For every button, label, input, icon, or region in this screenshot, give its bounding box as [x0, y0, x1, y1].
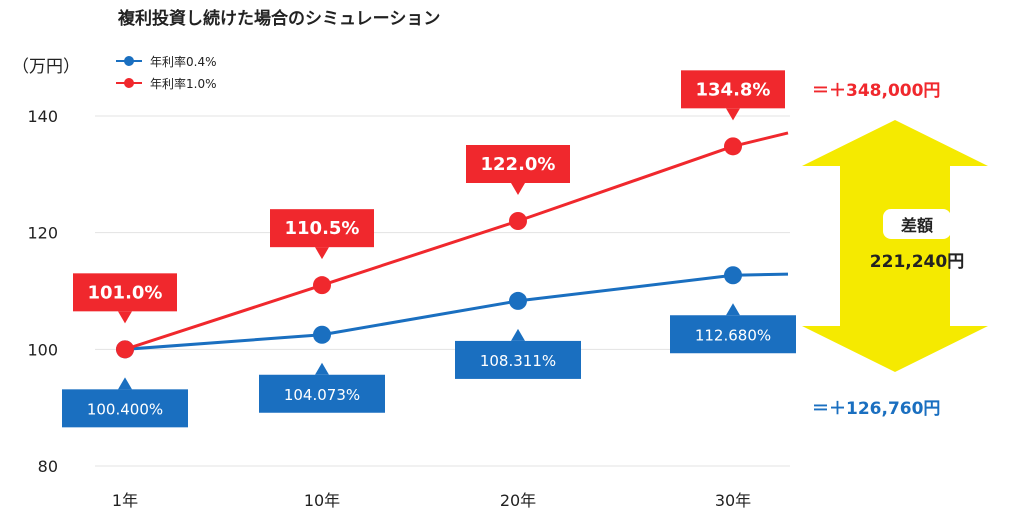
data-point: [509, 212, 527, 230]
data-label-box: [270, 209, 374, 248]
legend-item-red: 年利率1.0%: [116, 72, 217, 94]
difference-value: 221,240円: [869, 252, 965, 272]
difference-label: 差額: [882, 209, 951, 239]
red-total-text: ＝＋348,000円: [812, 81, 941, 101]
chart-title: 複利投資し続けた場合のシミュレーション: [118, 9, 441, 29]
difference-arrow-icon: [802, 120, 988, 372]
data-label: 112.680%: [695, 326, 771, 344]
difference-box: 差額 221,240円: [858, 203, 976, 289]
data-label-pointer-icon: [118, 311, 132, 324]
data-point: [313, 325, 331, 344]
data-point: [313, 276, 331, 295]
data-label-pointer-icon: [511, 328, 525, 341]
data-point: [509, 291, 527, 310]
data-label-pointer-icon: [315, 247, 329, 260]
x-tick-label: 20年: [500, 491, 536, 510]
data-label-box: [455, 340, 581, 379]
data-label-box: [62, 389, 188, 428]
y-axis-unit: （万円）: [12, 57, 80, 77]
legend-swatch-blue: [116, 55, 142, 67]
data-label: 104.073%: [284, 386, 360, 404]
data-point: [724, 137, 742, 156]
data-label: 100.400%: [87, 400, 163, 418]
data-point: [116, 340, 134, 359]
data-label: 134.8%: [696, 79, 771, 100]
legend: 年利率0.4% 年利率1.0%: [116, 50, 217, 94]
y-tick-label: 120: [27, 224, 58, 243]
data-label: 122.0%: [481, 154, 556, 175]
data-label-pointer-icon: [726, 108, 740, 121]
legend-label-blue: 年利率0.4%: [150, 54, 217, 69]
x-tick-label: 10年: [304, 491, 340, 510]
data-label-box: [259, 374, 385, 413]
legend-label-red: 年利率1.0%: [150, 76, 217, 91]
data-label-pointer-icon: [726, 303, 740, 316]
data-label: 108.311%: [480, 352, 556, 370]
legend-item-blue: 年利率0.4%: [116, 50, 217, 72]
y-tick-label: 100: [27, 340, 58, 359]
data-point: [724, 266, 742, 285]
legend-dot-icon: [124, 56, 134, 66]
data-label: 110.5%: [285, 218, 360, 239]
data-label: 101.0%: [88, 282, 163, 303]
blue-total-text: ＝＋126,760円: [812, 399, 941, 419]
x-tick-label: 1年: [112, 491, 138, 510]
legend-swatch-red: [116, 77, 142, 89]
x-tick-label: 30年: [715, 491, 751, 510]
data-label-box: [670, 315, 796, 354]
data-label-box: [73, 273, 177, 312]
data-label-pointer-icon: [315, 362, 329, 375]
legend-dot-icon: [124, 78, 134, 88]
data-label-pointer-icon: [118, 377, 132, 390]
data-label-box: [681, 70, 785, 109]
y-tick-label: 140: [27, 107, 58, 126]
data-label-pointer-icon: [511, 183, 525, 195]
y-tick-label: 80: [38, 457, 58, 476]
data-label-box: [466, 145, 570, 183]
